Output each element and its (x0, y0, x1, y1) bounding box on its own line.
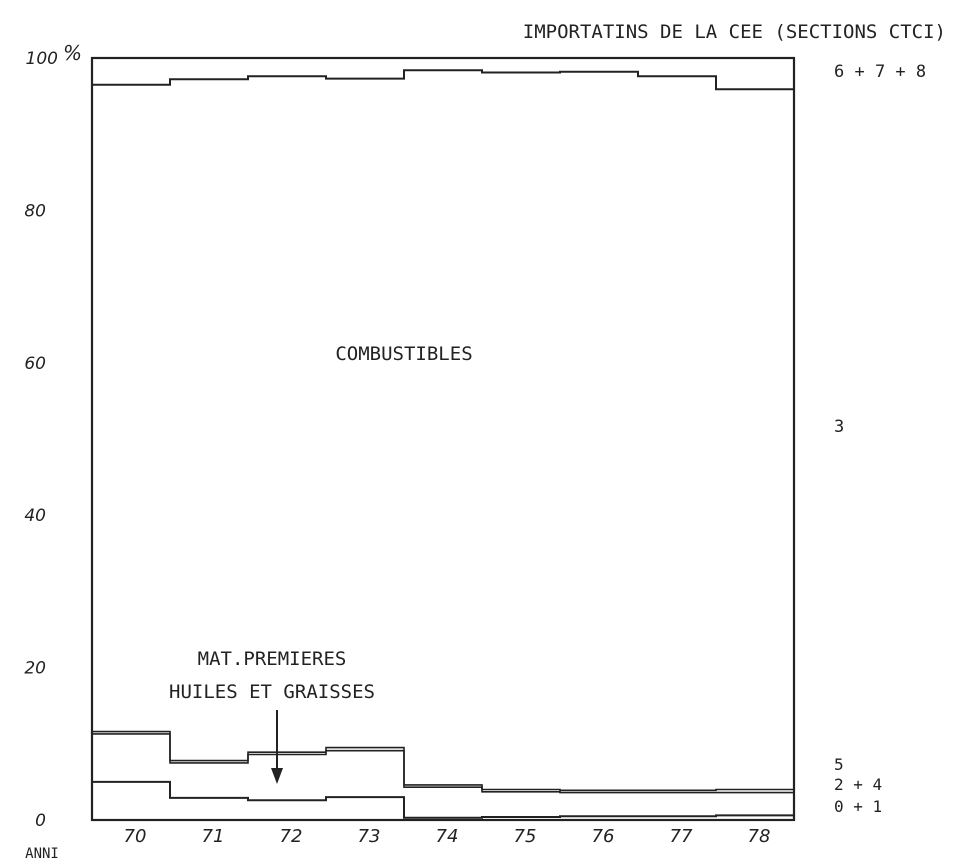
annotation-huiles-graisses: HUILES ET GRAISSES (169, 681, 375, 703)
annotation-mat-premieres: MAT.PREMIERES (198, 648, 347, 670)
right-category-label: 2 + 4 (834, 775, 882, 794)
y-tick-label: 80 (24, 201, 46, 221)
x-tick-label: 76 (592, 826, 615, 847)
chart-title: IMPORTATINS DE LA CEE (SECTIONS CTCI) (523, 21, 946, 43)
x-tick-label: 73 (358, 826, 381, 847)
x-axis-ticks: 70 71 72 73 74 75 76 77 78 (124, 826, 771, 847)
x-tick-label: 74 (436, 826, 459, 847)
series-lines (92, 69, 794, 819)
annotation-arrow (271, 710, 283, 784)
x-tick-label: 72 (280, 826, 303, 847)
x-tick-label: 70 (124, 826, 147, 847)
x-tick-label: 77 (670, 826, 693, 847)
y-tick-label: 60 (24, 354, 46, 374)
x-tick-label: 75 (514, 826, 537, 847)
x-tick-label: 78 (748, 826, 771, 847)
y-tick-label: 40 (24, 506, 46, 526)
x-tick-label: 71 (202, 826, 225, 847)
x-axis-title: ANNI (25, 846, 59, 860)
series-boundary-line (92, 780, 794, 819)
right-category-label: 5 (834, 755, 844, 774)
plot-frame (90, 56, 796, 822)
right-category-label: 0 + 1 (834, 797, 882, 816)
series-boundary-line (92, 733, 794, 794)
right-category-label-top: 6 + 7 + 8 (834, 62, 926, 82)
y-axis-unit: % (63, 41, 82, 65)
series-boundary-line (92, 730, 794, 792)
right-labels: 0 + 1 2 + 45 3 6 + 7 + 8 (834, 62, 926, 816)
right-category-label: 3 (834, 417, 844, 437)
y-tick-label: 0 (35, 811, 46, 831)
y-axis-ticks: 0 20 40 60 80 100 (24, 49, 58, 831)
annotation-combustibles: COMBUSTIBLES (335, 343, 472, 365)
y-tick-label: 20 (24, 659, 46, 679)
series-boundary-line (92, 69, 794, 91)
y-tick-label: 100 (26, 49, 58, 69)
